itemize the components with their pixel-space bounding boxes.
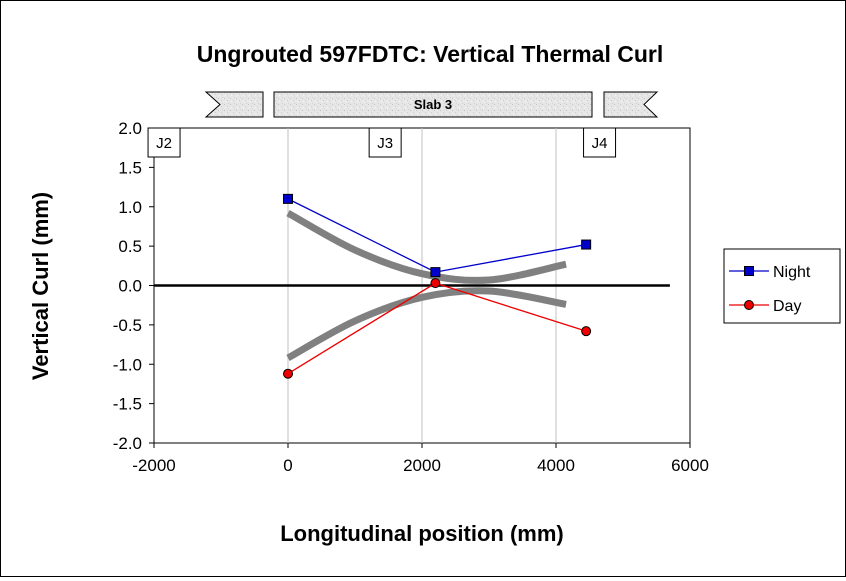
joint-label: J3 (377, 135, 393, 152)
joint-box (583, 127, 617, 158)
y-tick-label: -1.5 (113, 395, 142, 414)
y-tick-label: 2.0 (118, 119, 142, 138)
trend-curve (286, 209, 567, 284)
legend: Night Day (723, 248, 841, 324)
trend-curve (286, 287, 567, 362)
legend-marker (744, 300, 754, 310)
x-tick-label: 0 (283, 456, 292, 475)
y-tick-label: 1.0 (118, 198, 142, 217)
y-tick-label: 0.0 (118, 277, 142, 296)
joint-box (368, 127, 402, 158)
slab-left-fragment (204, 91, 264, 118)
x-tick-label: 6000 (671, 456, 709, 475)
chart-title: Ungrouted 597FDTC: Vertical Thermal Curl (197, 41, 663, 67)
x-axis-label: Longitudinal position (mm) (280, 521, 564, 546)
data-point-day (581, 326, 592, 337)
y-tick-label: -2.0 (113, 434, 142, 453)
data-point-day (430, 278, 441, 289)
x-tick-label: 4000 (537, 456, 575, 475)
slab-3-label: Slab 3 (414, 97, 452, 112)
x-tick-label: -2000 (132, 456, 175, 475)
y-tick-label: -0.5 (113, 316, 142, 335)
data-point-night (581, 239, 592, 250)
joint-label: J4 (592, 135, 608, 152)
y-tick-label: -1.0 (113, 355, 142, 374)
legend-label: Night (773, 264, 811, 281)
legend-marker (744, 266, 754, 276)
legend-label: Day (773, 298, 801, 315)
joint-label: J2 (156, 135, 172, 152)
slab-3-block (273, 91, 593, 118)
y-axis-label: Vertical Curl (mm) (28, 192, 53, 380)
data-point-night (283, 193, 293, 204)
y-tick-label: 1.5 (118, 158, 142, 177)
slab-right-fragment (603, 91, 659, 118)
data-point-day (283, 368, 293, 379)
joint-box (147, 127, 181, 158)
y-tick-label: 0.5 (118, 237, 142, 256)
slab-banner: Slab 3 (204, 91, 659, 118)
legend-box (723, 248, 841, 324)
data-point-night (430, 267, 441, 278)
x-tick-label: 2000 (403, 456, 441, 475)
